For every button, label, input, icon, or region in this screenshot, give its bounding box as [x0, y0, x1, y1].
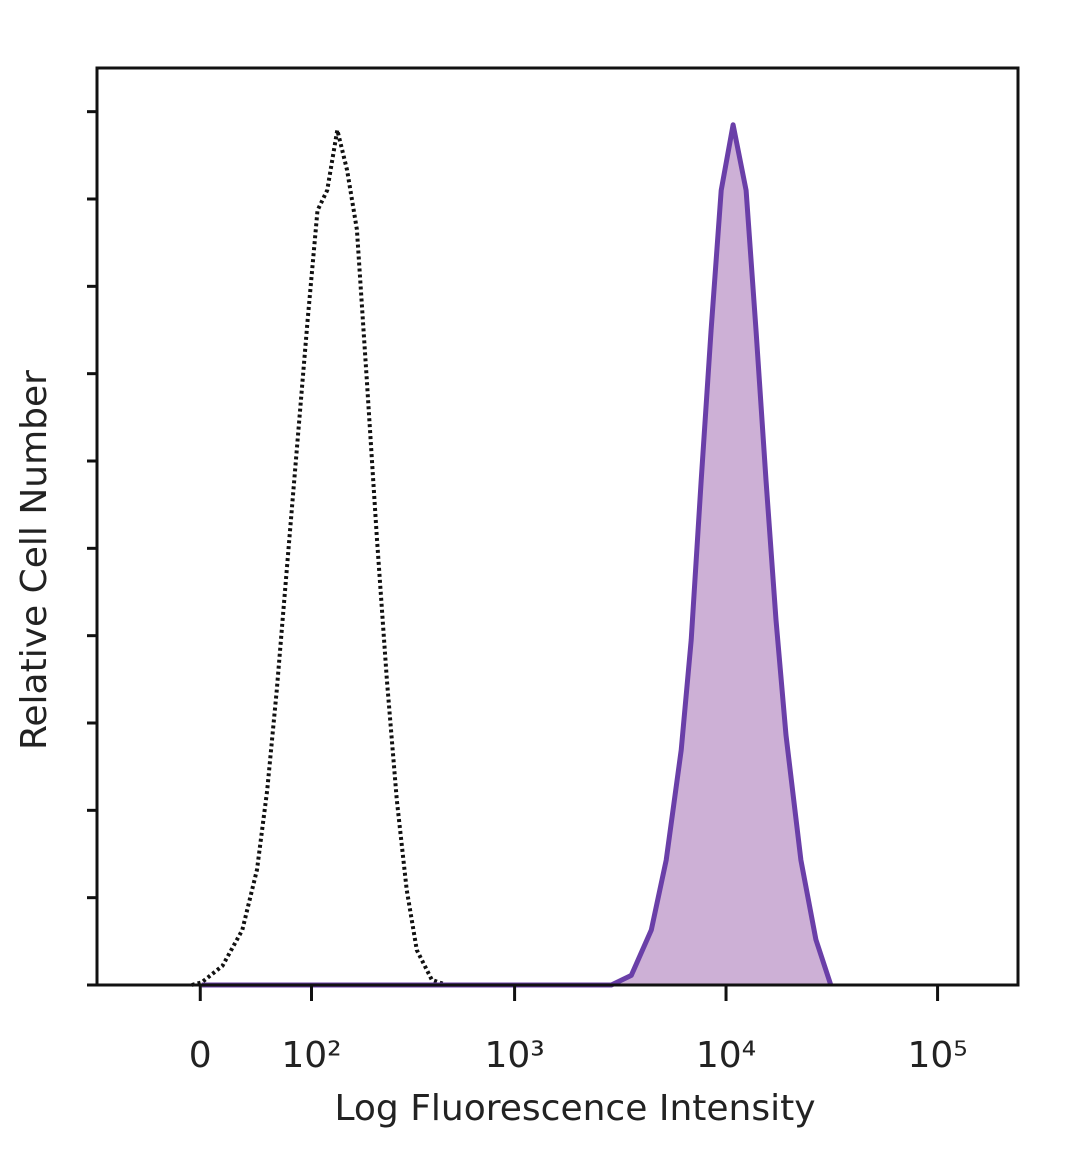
- x-axis-label: Log Fluorescence Intensity: [334, 1088, 815, 1129]
- histogram-line: [201, 122, 834, 988]
- y-axis-label: Relative Cell Number: [14, 370, 55, 750]
- histogram-line: [191, 128, 448, 987]
- plot-frame: [95, 66, 1020, 987]
- x-tick-label: 10⁴: [696, 1035, 756, 1076]
- x-tick-label: 10⁵: [907, 1035, 967, 1076]
- x-tick-label: 0: [189, 1035, 212, 1076]
- histogram-area: [201, 124, 831, 986]
- x-tick-label: 10²: [281, 1035, 341, 1076]
- x-tick-label: 10³: [484, 1035, 544, 1076]
